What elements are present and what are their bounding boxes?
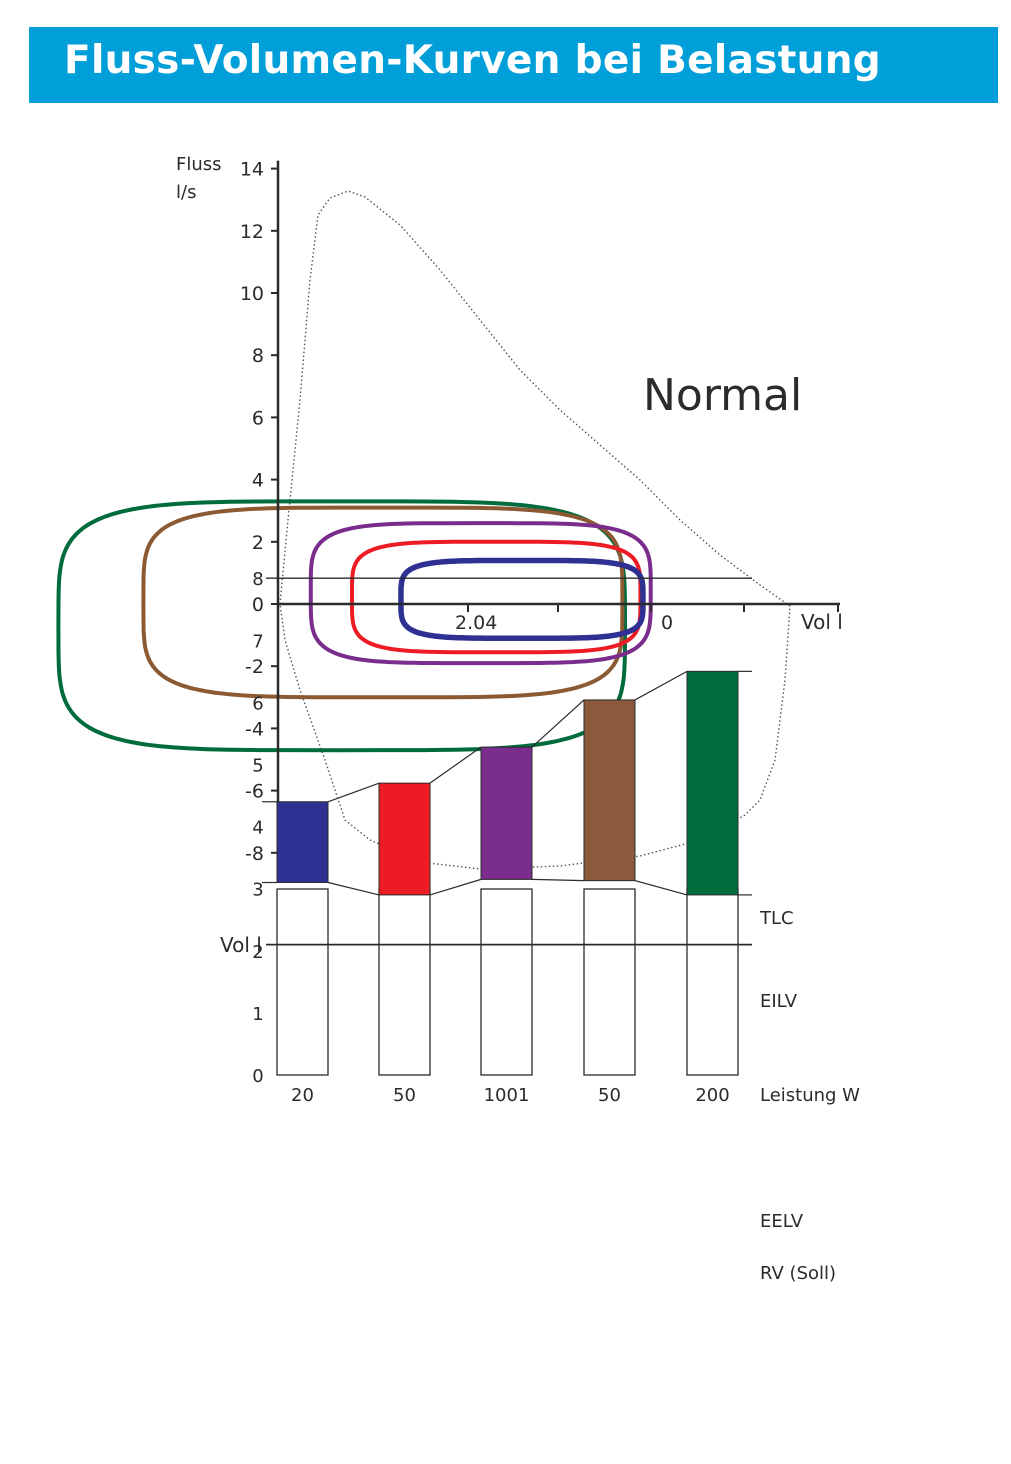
power-tick-label: 50 (598, 1085, 621, 1106)
volume-bar-chart: 8 7 6 5 4 3 2 1 0 20 50 1001 50 200 Vol l Leistung W… (220, 569, 860, 1284)
flow-tick-label: -8 (245, 843, 264, 865)
eilv-label: EILV (760, 991, 798, 1012)
flow-tick-label: 0 (252, 594, 264, 616)
connector-lines (262, 670, 752, 896)
volume-tick-label: 2 (252, 942, 263, 963)
power-x-ticks: 20 50 1001 50 200 (291, 1085, 730, 1106)
bar-volume-axis-label: Vol l (220, 933, 262, 957)
eilv-connector (327, 782, 380, 803)
flow-tick-label: 10 (240, 283, 264, 305)
power-tick-label: 20 (291, 1085, 314, 1106)
volume-tick-label: 0 (252, 1066, 263, 1087)
rv-soll-label: RV (Soll) (760, 1263, 836, 1284)
flow-tick-label: -4 (245, 718, 264, 740)
page-title: Fluss-Volumen-Kurven bei Belastung (64, 38, 881, 83)
eilv-connector (634, 670, 688, 701)
header-bar: Fluss-Volumen-Kurven bei Belastung (29, 27, 998, 103)
xtick-label-2-04: 2.04 (455, 612, 497, 634)
flow-tick-label: -2 (245, 656, 264, 678)
eilv-connector (531, 699, 585, 748)
bar-frame (276, 888, 329, 1076)
xtick-label-0: 0 (661, 612, 673, 634)
volume-tick-label: 3 (252, 880, 263, 901)
flow-axis-label-line1: Fluss (176, 154, 222, 175)
volume-y-ticks: 8 7 6 5 4 3 2 1 0 (252, 569, 263, 1087)
flow-axis-label-line2: l/s (176, 182, 196, 203)
flow-tick-label: 6 (252, 407, 264, 429)
flow-tick-label: 14 (240, 159, 264, 181)
exercise-loop (350, 539, 643, 655)
power-tick-label: 1001 (484, 1085, 530, 1106)
bar-segment (583, 699, 636, 882)
volume-tick-label: 8 (252, 569, 263, 590)
bar-frame (480, 888, 533, 1076)
eelv-connector (327, 881, 380, 896)
bar-frame (686, 888, 739, 1076)
bar-frame (378, 888, 431, 1076)
eelv-connector (634, 880, 688, 896)
power-tick-label: 50 (393, 1085, 416, 1106)
volume-x-ticks (467, 604, 839, 612)
eelv-connector (531, 878, 585, 882)
exercise-loop (398, 557, 646, 641)
reference-lines (266, 577, 752, 946)
bar-frame (583, 888, 636, 1076)
bar-fills (276, 670, 739, 896)
tlc-label: TLC (759, 908, 794, 929)
bar-frames (276, 888, 739, 1076)
volume-axis-label: Vol l (801, 610, 843, 634)
reference-loop (279, 190, 791, 870)
eelv-connector (429, 878, 482, 896)
bar-segment (480, 746, 533, 880)
bar-segment (276, 801, 329, 883)
flow-y-ticks: 14 12 10 8 6 4 2 0 -2 -4 -6 -8 (240, 159, 278, 865)
flow-tick-label: 4 (252, 470, 264, 492)
flow-tick-label: 12 (240, 221, 264, 243)
volume-tick-label: 7 (252, 631, 263, 652)
volume-tick-label: 6 (252, 693, 263, 714)
exercise-loop (56, 499, 628, 753)
bar-segment (378, 782, 431, 896)
eilv-connector (429, 746, 482, 784)
flow-tick-label: 8 (252, 345, 264, 367)
eelv-label: EELV (760, 1211, 804, 1232)
bar-segment (686, 670, 739, 896)
flow-tick-label: 2 (252, 532, 264, 554)
volume-tick-label: 5 (252, 756, 263, 777)
flow-volume-chart: 14 12 10 8 6 4 2 0 -2 -4 -6 -8 Fluss l/s Vol l 2.04… (56, 154, 843, 870)
volume-tick-label: 1 (252, 1004, 263, 1025)
power-axis-label: Leistung W (760, 1085, 860, 1106)
flow-tick-label: -6 (245, 781, 264, 803)
exercise-loop (308, 521, 653, 666)
exercise-loop (141, 505, 625, 700)
normal-annotation: Normal (643, 370, 802, 421)
exercise-loops (56, 499, 653, 753)
power-tick-label: 200 (695, 1085, 729, 1106)
volume-tick-label: 4 (252, 818, 263, 839)
